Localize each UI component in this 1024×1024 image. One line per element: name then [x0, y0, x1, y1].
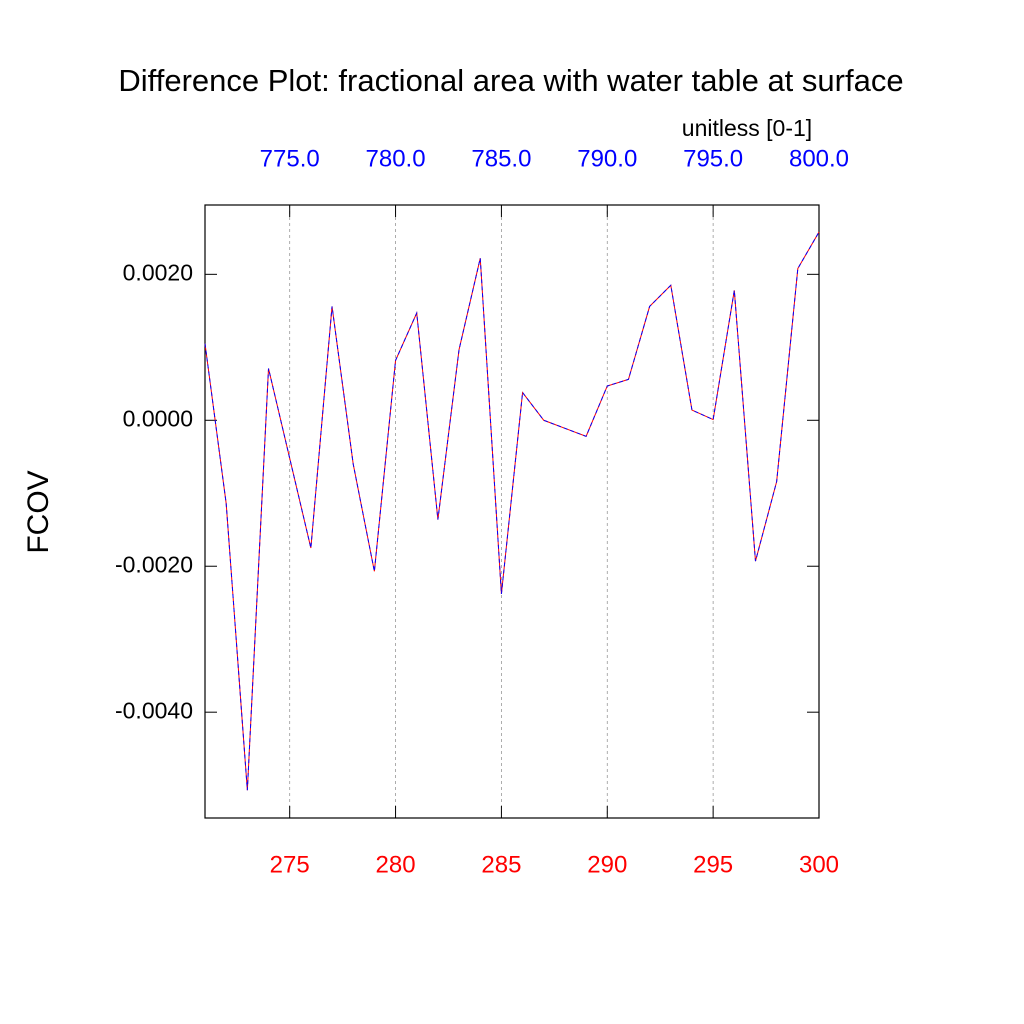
y-axis-label: FCOV — [22, 470, 55, 553]
data-line — [204, 231, 820, 791]
plot-frame — [204, 204, 820, 819]
x-tick-label: 275 — [270, 851, 310, 878]
chart-title: Difference Plot: fractional area with wa… — [118, 63, 903, 98]
x-tick-label: 290 — [587, 851, 627, 878]
y-tick-label: 0.0000 — [123, 405, 193, 431]
x2-tick-label: 795.0 — [683, 145, 743, 172]
x-tick-label: 295 — [693, 851, 733, 878]
x-tick-label: 300 — [799, 851, 839, 878]
y-tick-label: 0.0020 — [123, 259, 193, 285]
data-line — [204, 231, 820, 791]
y-tick-label: -0.0040 — [115, 697, 193, 723]
x2-axis-label: unitless [0-1] — [682, 115, 812, 141]
x-tick-label: 280 — [376, 851, 416, 878]
x2-tick-label: 800.0 — [789, 145, 849, 172]
y-tick-label: -0.0020 — [115, 551, 193, 577]
x2-tick-label: 775.0 — [260, 145, 320, 172]
x2-tick-label: 790.0 — [577, 145, 637, 172]
x2-tick-label: 780.0 — [366, 145, 426, 172]
x-tick-label: 285 — [481, 851, 521, 878]
x2-tick-label: 785.0 — [471, 145, 531, 172]
